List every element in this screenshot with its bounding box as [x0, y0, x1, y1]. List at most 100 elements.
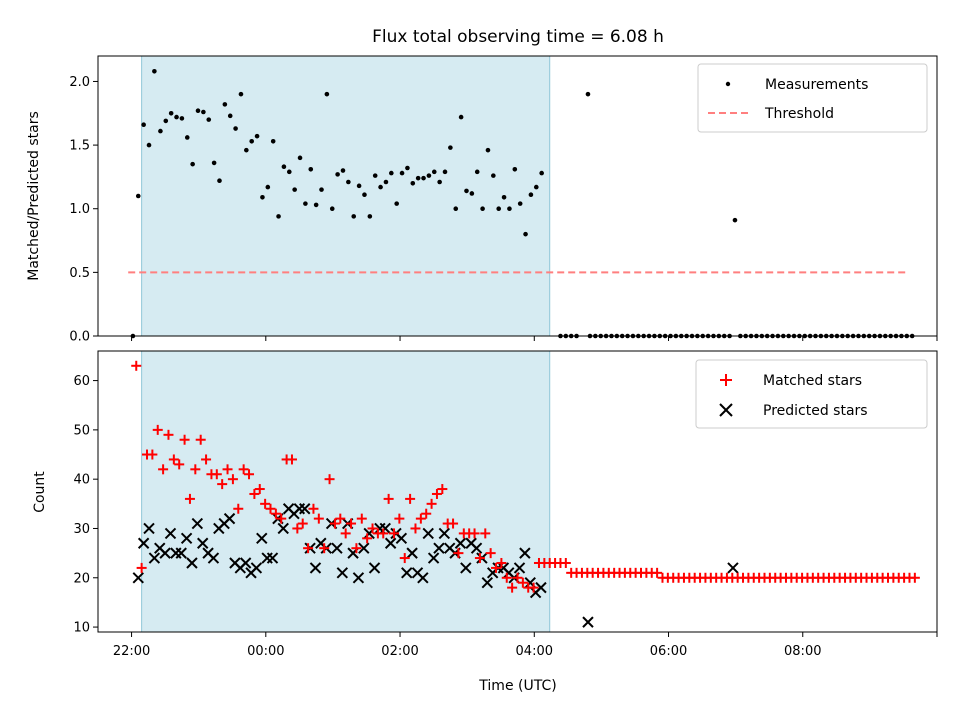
- measurement-point: [491, 173, 496, 178]
- matched-stars-point: [163, 429, 174, 440]
- matched-stars-point: [211, 469, 222, 480]
- predicted-stars-point: [368, 562, 381, 574]
- measurement-point: [512, 166, 518, 172]
- measurement-point: [442, 169, 448, 175]
- matched-stars-point: [469, 528, 480, 539]
- predicted-stars-point: [239, 557, 252, 569]
- measurement-point: [533, 184, 539, 190]
- measurement-point: [211, 160, 217, 166]
- bottom-matched-series: [131, 360, 920, 593]
- predicted-stars-point: [164, 527, 177, 540]
- matched-stars-point: [394, 513, 405, 524]
- measurement-point: [507, 206, 512, 212]
- matched-stars-point: [136, 562, 147, 573]
- matched-stars-point: [233, 503, 244, 514]
- measurement-point: [405, 165, 410, 171]
- top-legend-box: [697, 63, 928, 133]
- matched-stars-point: [335, 513, 346, 524]
- matched-stars-point: [308, 503, 319, 514]
- matched-stars-point: [448, 518, 459, 529]
- matched-stars-point: [378, 528, 389, 539]
- matched-stars-point: [367, 523, 378, 534]
- measurement-point: [184, 135, 190, 140]
- matched-stars-point: [652, 567, 663, 578]
- matched-stars-point: [560, 557, 571, 568]
- measurement-point: [367, 214, 373, 219]
- predicted-stars-point: [143, 522, 155, 535]
- matched-stars-point: [249, 488, 260, 499]
- matched-stars-point: [254, 484, 265, 495]
- matched-stars-point: [158, 464, 169, 475]
- legend-measurements-marker: [725, 81, 731, 87]
- bottom-legend-box: [695, 359, 928, 429]
- measurement-point: [324, 91, 330, 97]
- predicted-stars-point: [401, 567, 413, 579]
- measurement-point: [378, 184, 383, 190]
- legend-predicted-marker: [719, 403, 733, 417]
- measurement-point: [437, 179, 442, 185]
- measurement-point: [249, 138, 255, 144]
- measurement-point: [222, 102, 228, 107]
- y-tick-label: 0.5: [69, 266, 90, 281]
- matched-stars-point: [383, 493, 394, 504]
- matched-stars-point: [168, 454, 179, 465]
- predicted-stars-point: [427, 552, 440, 564]
- measurement-point: [523, 231, 528, 237]
- measurement-point: [585, 91, 591, 97]
- predicted-stars-point: [422, 527, 434, 540]
- measurement-point: [281, 164, 287, 170]
- measurement-point: [179, 116, 185, 121]
- predicted-stars-point: [352, 572, 365, 584]
- matched-stars-point: [351, 543, 362, 554]
- predicted-stars-point: [256, 532, 268, 545]
- y-tick-label: 20: [73, 571, 90, 586]
- matched-stars-point: [244, 469, 255, 480]
- bottom-x-axis-label: Time (UTC): [478, 678, 556, 694]
- matched-stars-point: [501, 572, 512, 583]
- predicted-stars-point: [358, 542, 370, 554]
- predicted-stars-point: [460, 562, 472, 574]
- bottom-y-axis: 10 20 30 40 50 60: [73, 374, 98, 636]
- predicted-stars-point: [513, 562, 526, 574]
- predicted-stars-point: [433, 542, 445, 554]
- bottom-x-axis: 22:00 00:00 02:00 04:00 06:00 08:00: [113, 632, 938, 659]
- measurement-point: [539, 170, 544, 176]
- matched-stars-point: [496, 557, 507, 568]
- measurement-point: [227, 113, 233, 119]
- predicted-stars-point: [470, 542, 483, 554]
- measurement-point: [458, 114, 464, 120]
- predicted-stars-point: [454, 537, 467, 549]
- measurement-point: [496, 206, 502, 212]
- y-tick-label: 0.0: [69, 330, 90, 345]
- measurement-point: [276, 214, 281, 219]
- matched-stars-point: [453, 548, 464, 559]
- matched-stars-point: [474, 553, 485, 564]
- predicted-stars-point: [159, 547, 171, 559]
- y-tick-label: 30: [73, 522, 90, 537]
- predicted-stars-point: [438, 527, 451, 540]
- predicted-stars-point: [384, 537, 397, 549]
- matched-stars-point: [415, 513, 426, 524]
- measurement-point: [201, 109, 206, 115]
- y-tick-label: 2.0: [69, 75, 90, 90]
- matched-stars-point: [238, 464, 249, 475]
- measurement-point: [195, 108, 201, 114]
- matched-stars-point: [131, 360, 142, 371]
- legend-measurements-label: Measurements: [765, 77, 868, 93]
- measurement-point: [528, 192, 534, 198]
- measurement-point: [453, 206, 459, 212]
- measurement-point: [206, 117, 212, 122]
- bottom-panel: 10 20 30 40 50 60 22:00 00:00 02:00 04:00 06:00 08…: [32, 350, 938, 694]
- measurement-point: [356, 183, 362, 189]
- matched-stars-point: [265, 503, 276, 514]
- measurement-point: [415, 175, 421, 181]
- measurement-point: [346, 179, 351, 185]
- measurement-point: [244, 147, 249, 153]
- predicted-stars-point: [417, 572, 429, 584]
- matched-stars-point: [346, 518, 357, 529]
- measurement-point: [389, 170, 394, 176]
- measurement-point: [254, 133, 260, 139]
- chart-title: Flux total observing time = 6.08 h: [372, 27, 664, 47]
- measurement-point: [135, 193, 141, 199]
- predicted-stars-point: [481, 576, 494, 589]
